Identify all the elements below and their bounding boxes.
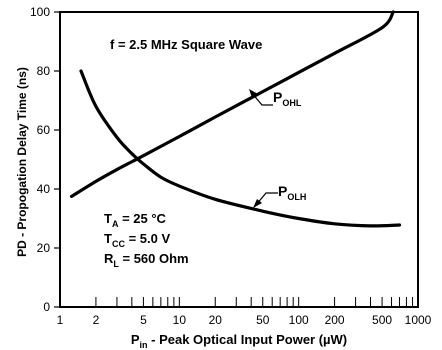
x-tick-label: 100 [289, 313, 309, 327]
x-axis-label: Pin - Peak Optical Input Power (µW) [131, 332, 347, 350]
x-tick-label: 1000 [405, 313, 432, 327]
x-tick-label: 5 [140, 313, 147, 327]
y-tick-label: 60 [37, 123, 51, 137]
x-tick-label: 20 [209, 313, 223, 327]
x-tick-label: 200 [325, 313, 345, 327]
series-layer [69, 10, 402, 228]
ta-annotation: TA = 25 °C [104, 211, 167, 229]
series-pohl-line [69, 10, 395, 198]
y-tick-label: 40 [37, 182, 51, 196]
x-axis-ticks: 1 2 5 10 20 50 100 200 500 1000 [57, 297, 432, 327]
series-label-pohl: POHL [273, 89, 302, 108]
y-tick-label: 20 [37, 241, 51, 255]
y-tick-label: 100 [30, 5, 50, 19]
series-polh-line [79, 69, 402, 228]
pohl-leader-line [250, 91, 273, 106]
y-tick-label: 0 [43, 300, 50, 314]
x-tick-label: 1 [57, 313, 64, 327]
x-tick-label: 50 [256, 313, 270, 327]
polh-arrowhead [253, 199, 262, 208]
y-axis-label: PD - Propogation Delay Time (ns) [15, 67, 29, 257]
tcc-annotation: TCC = 5.0 V [104, 231, 170, 249]
y-tick-label: 80 [37, 64, 51, 78]
series-label-polh: POLH [278, 183, 306, 202]
condition-annotation: f = 2.5 MHz Square Wave [110, 37, 262, 52]
x-tick-label: 10 [173, 313, 187, 327]
y-axis-ticks: 0 20 40 60 80 100 [30, 5, 60, 314]
plot-frame [59, 11, 419, 308]
pohl-arrowhead [249, 89, 258, 98]
rl-annotation: RL = 560 Ohm [104, 251, 189, 269]
x-tick-label: 2 [93, 313, 100, 327]
x-tick-label: 500 [372, 313, 392, 327]
